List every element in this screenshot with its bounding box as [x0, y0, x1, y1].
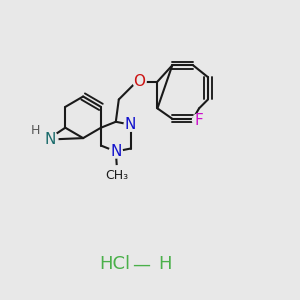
Circle shape: [193, 114, 206, 127]
Text: —: —: [132, 255, 150, 273]
Circle shape: [124, 118, 137, 131]
Text: F: F: [195, 113, 203, 128]
Text: O: O: [134, 74, 146, 89]
Text: N: N: [45, 132, 56, 147]
Text: H: H: [158, 255, 172, 273]
Text: CH₃: CH₃: [106, 169, 129, 182]
Text: N: N: [125, 117, 136, 132]
Text: HCl: HCl: [99, 255, 130, 273]
Circle shape: [37, 129, 58, 150]
Circle shape: [133, 75, 146, 88]
Text: H: H: [31, 124, 40, 137]
Circle shape: [109, 145, 122, 158]
Circle shape: [108, 166, 127, 185]
Text: N: N: [110, 144, 122, 159]
